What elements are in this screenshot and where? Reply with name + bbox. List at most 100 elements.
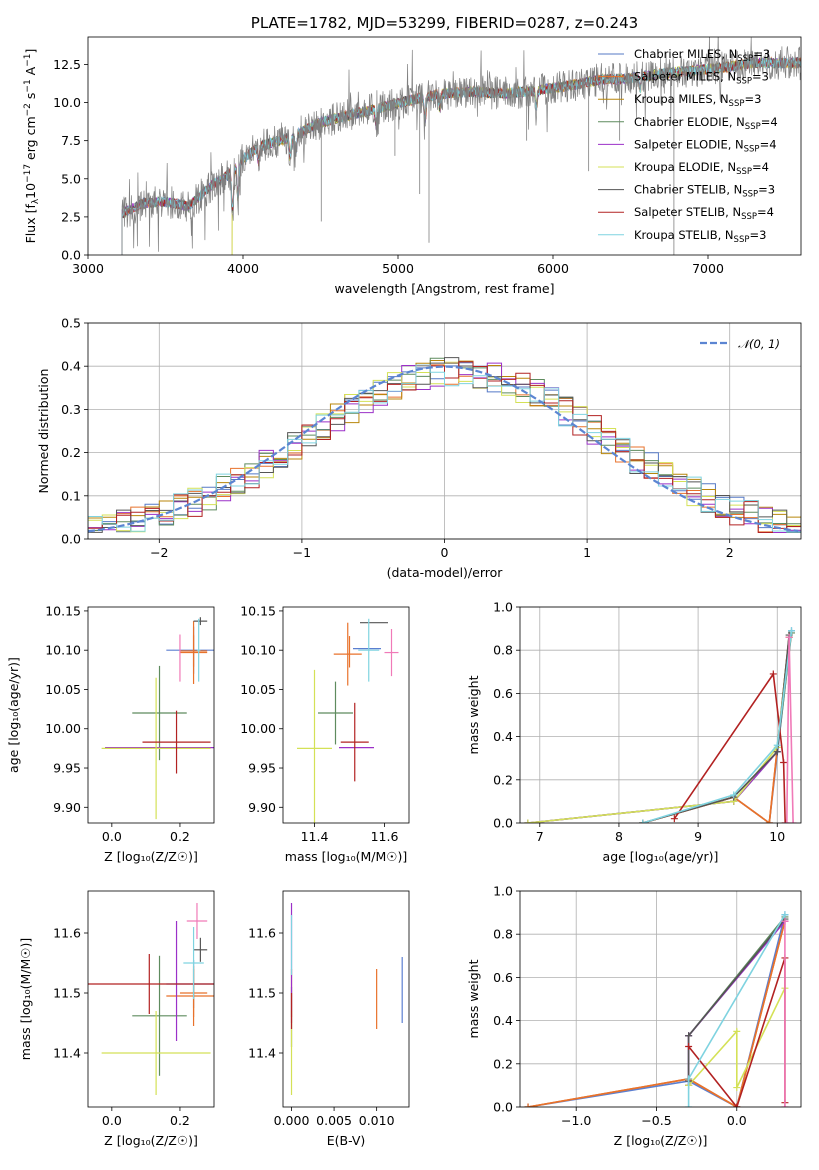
model-spectrum-line bbox=[121, 56, 801, 255]
y-tick-label: 0.5 bbox=[61, 316, 81, 331]
mass_weight_vs_age-plot-area bbox=[524, 627, 797, 823]
y-tick-label: 10.10 bbox=[240, 643, 276, 658]
x-tick-label: −1 bbox=[293, 545, 311, 560]
mass-weight-marker bbox=[773, 741, 781, 749]
gaussian-curve bbox=[88, 365, 799, 533]
mass_weight_vs_Z-axes: −1.0 −0.5 0.0 0.0 0.2 0.4 0.6 0.8 1.0 Z [log₁₀(Z/… bbox=[466, 884, 802, 1148]
y-axis-label: mass [log₁₀(M/M☉)] bbox=[18, 938, 33, 1060]
age_vs_mass-plot-area bbox=[297, 618, 399, 823]
axes-frame bbox=[282, 890, 410, 1108]
x-tick-label: 0.000 bbox=[274, 1113, 310, 1128]
y-tick-label: 1.0 bbox=[493, 884, 513, 899]
x-tick-label: 3000 bbox=[72, 261, 104, 276]
x-tick-label: 7000 bbox=[692, 261, 724, 276]
axes-frame bbox=[87, 890, 215, 1108]
x-tick-label: 10 bbox=[769, 829, 785, 844]
y-tick-label: 0.8 bbox=[493, 643, 513, 658]
y-tick-label: 0.0 bbox=[61, 248, 81, 263]
x-tick-label: 1 bbox=[583, 545, 591, 560]
mass_vs_EBV-plot-area bbox=[290, 903, 403, 1095]
x-tick-label: −1.0 bbox=[561, 1113, 591, 1128]
axes-frame bbox=[519, 890, 802, 1108]
mass-weight-line bbox=[688, 987, 786, 1088]
y-tick-label: 1.0 bbox=[493, 600, 513, 615]
age_vs_mass-axes: 11.4 11.6 9.90 9.95 10.00 10.05 10.10 10.15 mass… bbox=[240, 603, 410, 864]
axes-frame bbox=[519, 606, 802, 824]
x-tick-label: 0.0 bbox=[102, 1113, 122, 1128]
x-tick-label: 0 bbox=[441, 545, 449, 560]
x-tick-label: 0.005 bbox=[316, 1113, 352, 1128]
y-tick-label: 10.15 bbox=[45, 603, 81, 618]
y-tick-label: 0.3 bbox=[61, 402, 81, 417]
axes-frame bbox=[87, 606, 215, 824]
mass-weight-marker bbox=[781, 917, 789, 925]
x-tick-label: 7 bbox=[536, 829, 544, 844]
spectrum-plot-area bbox=[121, 37, 801, 255]
mass-weight-marker bbox=[685, 1032, 693, 1040]
y-tick-label: 11.5 bbox=[53, 986, 81, 1001]
mass-weight-marker bbox=[733, 1027, 741, 1035]
y-tick-label: 10.05 bbox=[240, 682, 276, 697]
y-tick-label: 10.15 bbox=[240, 603, 276, 618]
y-tick-label: 0.2 bbox=[61, 445, 81, 460]
mass_weight_vs_Z-plot-area bbox=[524, 911, 789, 1107]
x-tick-label: 8 bbox=[615, 829, 623, 844]
errorbar-point bbox=[297, 669, 332, 823]
errorbar-point bbox=[186, 903, 208, 939]
model-spectrum-line bbox=[121, 56, 801, 255]
legend-entry: Chabrier ELODIE, NSSP=4 bbox=[634, 115, 778, 132]
model-spectrum-line bbox=[121, 57, 801, 255]
legend-entry: Salpeter STELIB, NSSP=4 bbox=[634, 205, 774, 222]
y-tick-label: 0.4 bbox=[493, 1013, 513, 1028]
x-axis-label: mass [log₁₀(M/M☉)] bbox=[285, 849, 407, 864]
mass-weight-marker bbox=[639, 819, 647, 823]
errorbar-point bbox=[340, 702, 369, 782]
mass-weight-marker bbox=[780, 759, 788, 767]
x-tick-label: 0.2 bbox=[170, 829, 190, 844]
x-tick-label: 6000 bbox=[537, 261, 569, 276]
mass-weight-marker bbox=[781, 1103, 789, 1107]
legend-entry: Salpeter MILES, NSSP=3 bbox=[634, 70, 769, 87]
mass-weight-marker bbox=[788, 627, 796, 635]
x-tick-label: 4000 bbox=[227, 261, 259, 276]
mass-weight-marker bbox=[783, 819, 791, 823]
x-tick-label: 0.0 bbox=[102, 829, 122, 844]
mass-weight-line bbox=[527, 637, 790, 823]
y-tick-label: 10.00 bbox=[240, 721, 276, 736]
x-axis-label: Z [log₁₀(Z/Z☉)] bbox=[104, 1133, 198, 1148]
errorbar-point bbox=[318, 681, 353, 745]
y-tick-label: 10.10 bbox=[45, 643, 81, 658]
mass-weight-line bbox=[527, 637, 790, 823]
y-tick-label: 7.5 bbox=[61, 133, 81, 148]
legend-entry: 𝒩(0, 1) bbox=[738, 337, 780, 351]
y-tick-label: 10.05 bbox=[45, 682, 81, 697]
x-tick-label: 0.0 bbox=[727, 1113, 747, 1128]
y-tick-label: 0.2 bbox=[493, 772, 513, 787]
mass-weight-line bbox=[642, 635, 790, 823]
x-axis-label: E(B-V) bbox=[327, 1133, 366, 1148]
y-tick-label: 0.1 bbox=[61, 488, 81, 503]
mass-weight-marker bbox=[781, 911, 789, 919]
errorbar-point bbox=[358, 618, 380, 682]
y-tick-label: 9.90 bbox=[53, 800, 81, 815]
y-axis-label: mass weight bbox=[466, 959, 481, 1038]
errorbar-point bbox=[183, 927, 204, 999]
y-tick-label: 11.4 bbox=[53, 1046, 81, 1061]
legend-entry: Kroupa ELODIE, NSSP=4 bbox=[634, 160, 769, 177]
errorbar-point bbox=[88, 954, 214, 1014]
y-tick-label: 11.5 bbox=[248, 986, 276, 1001]
x-tick-label: 2 bbox=[726, 545, 734, 560]
y-tick-label: 5.0 bbox=[61, 171, 81, 186]
x-tick-label: 11.4 bbox=[301, 829, 329, 844]
errorbar-point bbox=[193, 937, 208, 962]
y-axis-label: age [log₁₀(age/yr)] bbox=[6, 657, 21, 773]
x-tick-label: −2 bbox=[150, 545, 168, 560]
y-tick-label: 9.90 bbox=[248, 800, 276, 815]
y-tick-label: 2.5 bbox=[61, 209, 81, 224]
mass-weight-marker bbox=[685, 1043, 693, 1051]
mass-weight-marker bbox=[785, 633, 793, 641]
mass-weight-marker bbox=[773, 748, 781, 756]
errorbar-point bbox=[132, 665, 187, 761]
y-tick-label: 11.4 bbox=[248, 1046, 276, 1061]
